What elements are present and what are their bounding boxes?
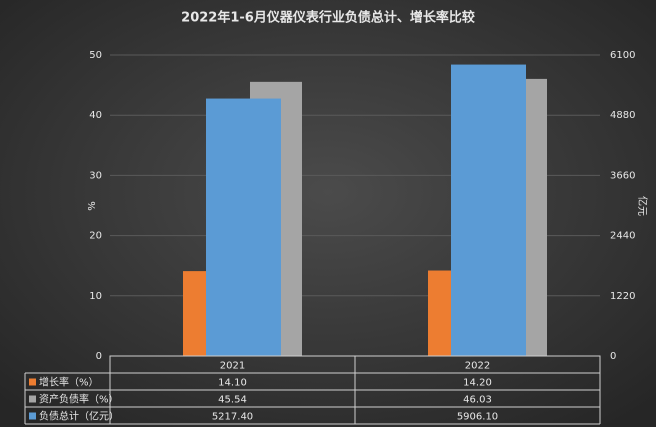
x-tick-label: 2022 <box>465 361 490 372</box>
bar <box>183 271 206 356</box>
y-tick-label: 20 <box>89 231 102 242</box>
y2-tick-label: 4880 <box>610 110 635 121</box>
bar <box>428 270 451 356</box>
y2-tick-label: 6100 <box>610 50 635 61</box>
x-tick-label: 2021 <box>220 361 245 372</box>
y-tick-label: 30 <box>89 170 102 181</box>
legend-swatch <box>29 395 36 403</box>
table-value: 14.20 <box>463 378 492 389</box>
y2-axis-label: 亿元 <box>636 196 649 216</box>
y-tick-label: 50 <box>89 50 102 61</box>
legend-swatch <box>29 412 36 420</box>
y-tick-label: 40 <box>89 110 102 121</box>
y2-tick-label: 0 <box>610 351 616 362</box>
table-value: 46.03 <box>463 395 492 406</box>
bar <box>451 64 526 356</box>
table-value: 14.10 <box>218 378 247 389</box>
chart-title: 2022年1-6月仪器仪表行业负债总计、增长率比较 <box>181 10 475 26</box>
y2-tick-label: 1220 <box>610 291 635 302</box>
y-axis-label: % <box>87 201 98 211</box>
y-tick-label: 0 <box>96 351 102 362</box>
legend-swatch <box>29 378 36 386</box>
table-value: 5217.40 <box>212 412 253 423</box>
y2-tick-label: 2440 <box>610 231 635 242</box>
y-tick-label: 10 <box>89 291 102 302</box>
bar <box>206 98 281 357</box>
legend-label: 增长率（%） <box>39 376 99 389</box>
table-value: 5906.10 <box>457 412 498 423</box>
y2-tick-label: 3660 <box>610 170 635 181</box>
legend-label: 负债总计（亿元） <box>39 410 119 423</box>
legend-label: 资产负债率（%） <box>39 393 119 406</box>
table-value: 45.54 <box>218 395 247 406</box>
